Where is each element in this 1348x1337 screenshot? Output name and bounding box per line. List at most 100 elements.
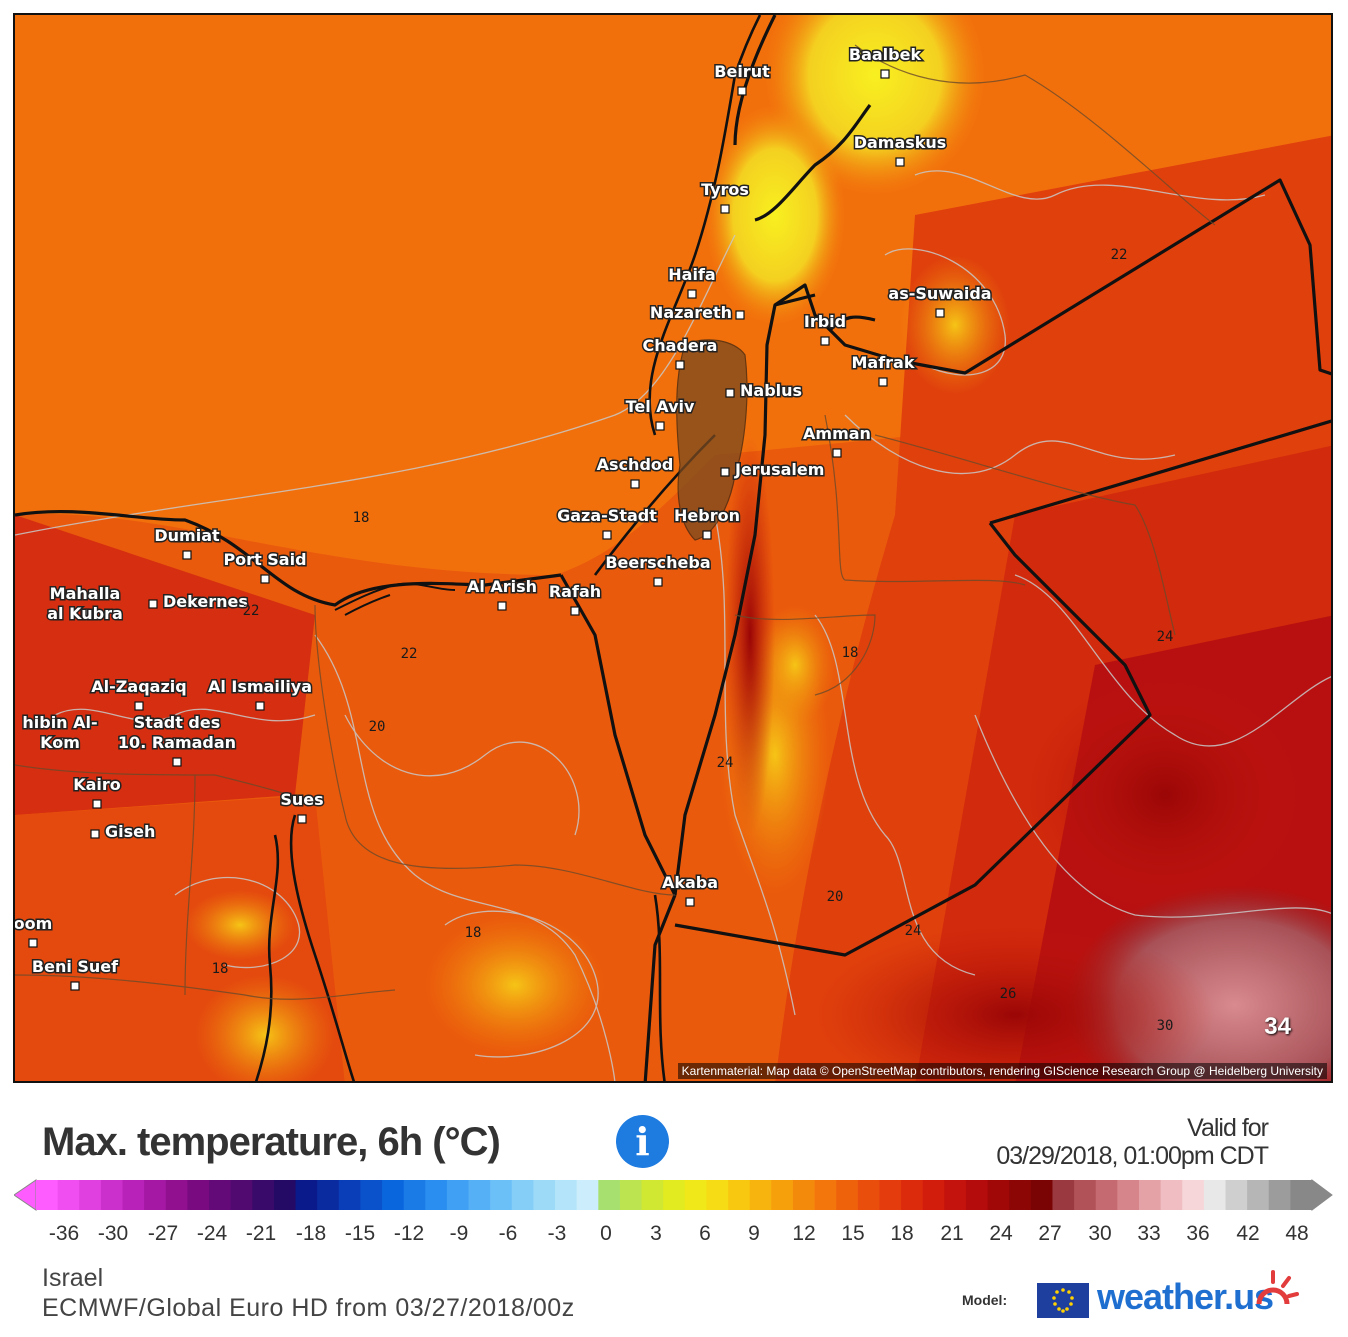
city-label: Jerusalem: [734, 460, 824, 479]
scale-tick-label: 21: [940, 1222, 964, 1245]
scale-tick-label: -12: [393, 1222, 425, 1245]
scale-segment: [1009, 1180, 1032, 1210]
color-scale-bar: [14, 1179, 1333, 1211]
city-marker-icon: [653, 577, 663, 587]
scale-segment: [901, 1180, 924, 1210]
scale-segment: [122, 1180, 145, 1210]
contour-value-label: 18: [842, 645, 859, 661]
scale-segment: [1138, 1180, 1162, 1210]
scale-segment: [706, 1180, 729, 1210]
city-marker-icon: [720, 467, 730, 477]
scale-segment: [728, 1180, 751, 1210]
scale-segment: [1182, 1180, 1205, 1210]
scale-segment: [1117, 1180, 1140, 1210]
scale-segment: [814, 1180, 837, 1210]
city-marker-icon: [80, 608, 90, 618]
map-title: Max. temperature, 6h (°C): [42, 1120, 501, 1164]
city-marker-icon: [297, 814, 307, 824]
regional-borders: [15, 44, 1216, 1000]
contour-value-label: 20: [369, 719, 386, 735]
scale-tick-label: 48: [1285, 1222, 1309, 1245]
model-label: Model:: [962, 1292, 1008, 1308]
contour-value-label: 24: [905, 923, 922, 939]
city-label: oom: [15, 914, 52, 933]
city-label: Rafah: [549, 582, 601, 601]
city-marker-icon: [880, 69, 890, 79]
valid-for-label: Valid for: [1187, 1114, 1269, 1142]
scale-segment: [165, 1180, 188, 1210]
scale-tick-label: -18: [295, 1222, 327, 1245]
city-marker-icon: [735, 310, 745, 320]
scale-segment: [555, 1180, 578, 1210]
city-marker-icon: [570, 606, 580, 616]
scale-tick-label: -6: [498, 1222, 518, 1245]
scale-segment: [576, 1180, 599, 1210]
scale-segment: [922, 1180, 945, 1210]
city-label: Al Ismailiya: [208, 677, 312, 696]
scale-segment: [641, 1180, 664, 1210]
city-label: Hebron: [674, 506, 740, 525]
city-label: Kom: [40, 733, 80, 752]
city-label: al Kubra: [47, 604, 123, 623]
city-label: Stadt des: [134, 713, 220, 732]
scale-tick-label: 6: [699, 1222, 711, 1245]
contour-value-label: 24: [717, 755, 734, 771]
scale-segment: [749, 1180, 772, 1210]
scale-tick-label: 3: [650, 1222, 662, 1245]
city-label: as-Suwaida: [888, 284, 991, 303]
info-icon[interactable]: i: [616, 1115, 669, 1168]
scale-segment: [273, 1180, 297, 1210]
scale-segment: [1203, 1180, 1226, 1210]
scale-segment: [403, 1180, 426, 1210]
scale-segment: [1095, 1180, 1118, 1210]
scale-segment: [511, 1180, 534, 1210]
city-markers: Baalbek Beirut Damaskus Tyros Haifa Nazareth a…: [15, 44, 993, 991]
scale-segment: [1268, 1180, 1291, 1210]
scale-segment: [338, 1180, 361, 1210]
city-label: Nazareth: [650, 303, 732, 322]
scale-segment: [144, 1180, 167, 1210]
color-scale-ticks: -36 -30 -27 -24 -21 -18 -15 -12 -9 -6 -3 0 3 6 9 12 15 18…: [0, 1222, 1348, 1248]
city-label: Tel Aviv: [626, 397, 695, 416]
scale-min-arrow: [14, 1179, 37, 1211]
city-marker-icon: [182, 550, 192, 560]
city-label: Tyros: [701, 180, 749, 199]
scale-tick-label: -3: [547, 1222, 567, 1245]
scale-tick-label: 42: [1236, 1222, 1260, 1245]
city-label: Nablus: [740, 381, 802, 400]
country-borders: [15, 15, 1331, 1081]
city-marker-icon: [55, 737, 65, 747]
map-canvas: Baalbek Beirut Damaskus Tyros Haifa Nazareth a…: [15, 15, 1331, 1081]
weather-map[interactable]: Baalbek Beirut Damaskus Tyros Haifa Nazareth a…: [13, 13, 1333, 1083]
brand-logo[interactable]: weather.us: [1097, 1276, 1274, 1317]
contour-value-label: 30: [1157, 1018, 1174, 1034]
city-label: Beni Suef: [32, 957, 119, 976]
city-marker-icon: [148, 599, 158, 609]
city-marker-icon: [630, 479, 640, 489]
city-marker-icon: [820, 336, 830, 346]
scale-segment: [944, 1180, 967, 1210]
scale-segment: [533, 1180, 556, 1210]
scale-segment: [360, 1180, 383, 1210]
corner-value-label: 34: [1264, 1013, 1291, 1040]
city-label: Dumiat: [154, 526, 220, 545]
city-label: Mafrak: [851, 353, 914, 372]
scale-segment: [79, 1180, 102, 1210]
city-marker-icon: [172, 737, 182, 747]
city-label: Akaba: [662, 873, 718, 892]
scale-tick-label: 33: [1137, 1222, 1161, 1245]
scale-tick-label: 12: [792, 1222, 816, 1245]
scale-segment: [836, 1180, 859, 1210]
city-label: Beerscheba: [605, 553, 710, 572]
scale-tick-label: -27: [147, 1222, 179, 1245]
scale-tick-label: -21: [245, 1222, 277, 1245]
scale-segment: [598, 1180, 621, 1210]
city-label: hibin Al-: [22, 713, 97, 732]
city-marker-icon: [895, 157, 905, 167]
scale-tick-label: 9: [748, 1222, 760, 1245]
city-label: Irbid: [804, 312, 846, 331]
scale-segment: [857, 1180, 880, 1210]
city-marker-icon: [702, 530, 712, 540]
scale-segment: [446, 1180, 470, 1210]
scale-segment: [252, 1180, 275, 1210]
